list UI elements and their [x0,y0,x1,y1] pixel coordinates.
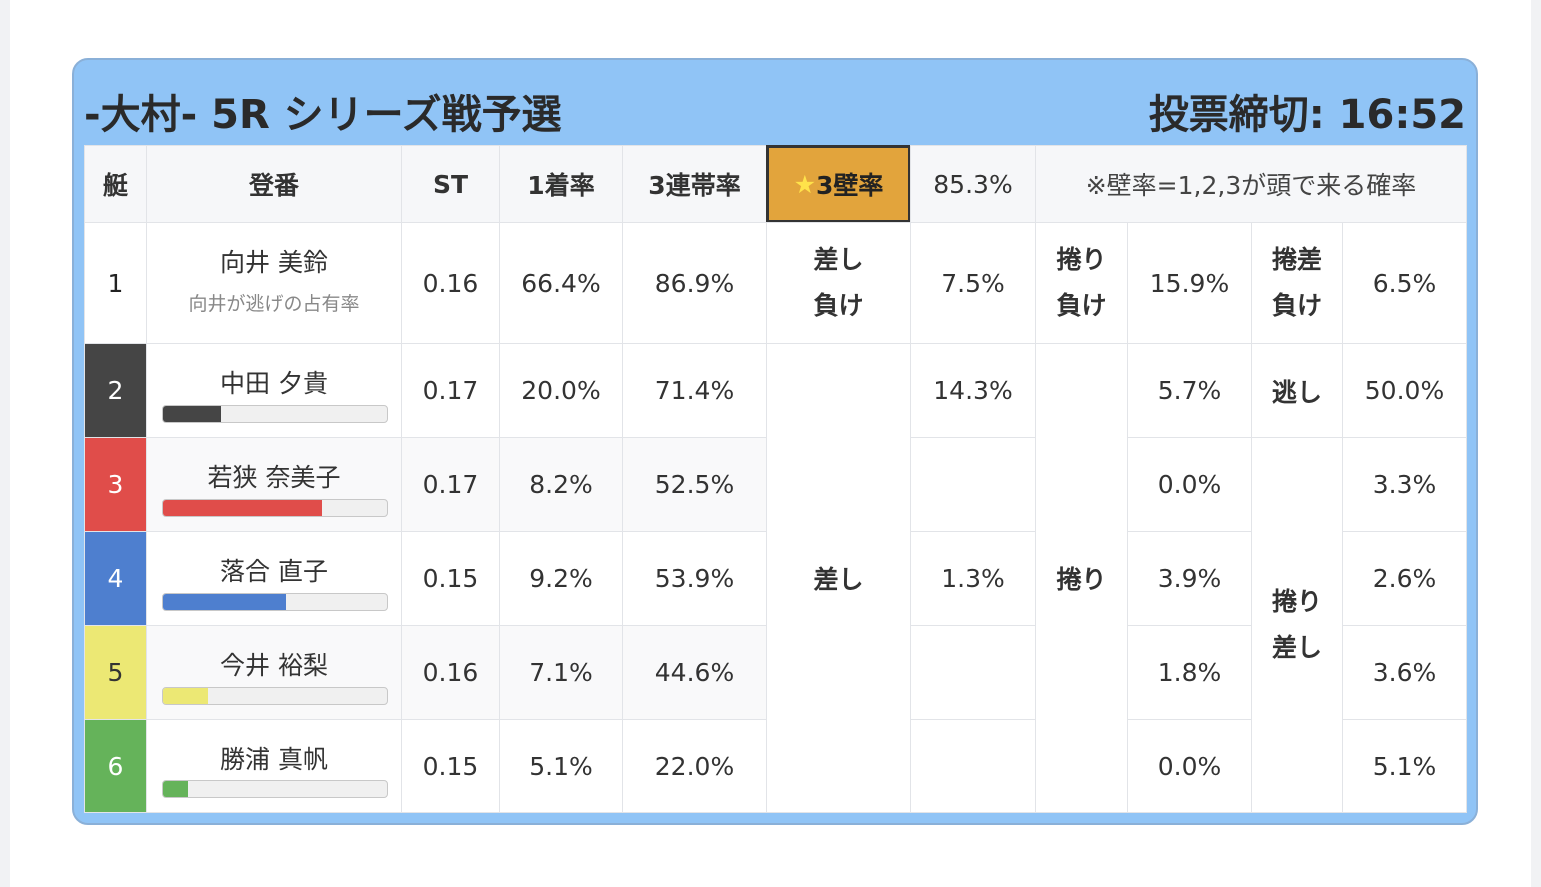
st: 0.17 [401,343,500,438]
makuri-lose-label-text: 捲り負け [1056,245,1107,320]
bar-track [162,593,388,611]
wall-rate: 85.3% [910,145,1036,223]
st: 0.16 [401,222,500,344]
bar-track [162,499,388,517]
sashi-lose-label: 差し負け [766,222,911,344]
makuri-lose: 15.9% [1127,222,1252,344]
makurizashi-label-text: 捲り差し [1271,587,1322,662]
sashi-rate [910,719,1036,813]
racer-name: 落合 直子 [220,557,328,586]
boat-number: 3 [84,437,147,532]
pattern-rate: 2.6% [1342,531,1467,626]
col-name: 登番 [146,145,402,223]
bar-track [162,780,388,798]
sashi-label: 差し [766,343,911,813]
makurizashi-lose: 6.5% [1342,222,1467,344]
makuri-label-text: 捲り [1056,565,1107,594]
st: 0.17 [401,437,500,532]
pattern-rate: 3.6% [1342,625,1467,720]
col-boat: 艇 [84,145,147,223]
sashi-lose: 7.5% [910,222,1036,344]
boat-number: 6 [84,719,147,813]
boat-number: 2 [84,343,147,438]
side-strip [0,0,10,887]
makurizashi-lose-label-text: 捲差負け [1271,245,1322,320]
win-rate: 66.4% [499,222,623,344]
pattern-rate: 3.3% [1342,437,1467,532]
top3-rate: 53.9% [622,531,767,626]
racer-cell: 落合 直子 [146,531,402,626]
makuri-lose-label: 捲り負け [1035,222,1128,344]
nige-label: 逃し [1251,343,1343,438]
sashi-rate: 1.3% [910,531,1036,626]
boat-number: 5 [84,625,147,720]
bar [163,500,323,516]
racer-name: 向井 美鈴 [220,248,328,277]
makurizashi-lose-label: 捲差負け [1251,222,1343,344]
side-strip [1531,0,1541,887]
win-rate: 5.1% [499,719,623,813]
racer-cell: 中田 夕貴 [146,343,402,438]
makuri-rate: 5.7% [1127,343,1252,438]
top3-rate: 86.9% [622,222,767,344]
pattern-rate: 5.1% [1342,719,1467,813]
win-rate: 20.0% [499,343,623,438]
bar [163,781,188,797]
win-rate: 8.2% [499,437,623,532]
star: ★ [793,169,816,199]
makuri-label: 捲り [1035,343,1128,813]
bar-track [162,687,388,705]
st: 0.16 [401,625,500,720]
sashi-rate [910,437,1036,532]
bar [163,688,208,704]
makuri-rate: 1.8% [1127,625,1252,720]
deadline: 投票締切: 16:52 [1148,92,1466,138]
sashi-label-text: 差し [813,565,864,594]
col-st: ST [401,145,500,223]
makuri-rate: 0.0% [1127,719,1252,813]
racer-cell: 今井 裕梨 [146,625,402,720]
makuri-rate: 3.9% [1127,531,1252,626]
bar [163,406,222,422]
racer-cell: 若狭 奈美子 [146,437,402,532]
col-win: 1着率 [499,145,623,223]
wall-text: 3壁率 [816,171,884,200]
racer-cell: 勝浦 真帆 [146,719,402,813]
makurizashi-label: 捲り差し [1251,437,1343,813]
st: 0.15 [401,719,500,813]
boat-number: 1 [84,222,147,344]
bar-track [162,405,388,423]
top3-rate: 71.4% [622,343,767,438]
st: 0.15 [401,531,500,626]
racer-cell: 向井 美鈴向井が逃げの占有率 [146,222,402,344]
note: ※壁率=1,2,3が頭で来る確率 [1035,145,1467,223]
win-rate: 7.1% [499,625,623,720]
col-top3: 3連帯率 [622,145,767,223]
sashi-rate [910,625,1036,720]
top3-rate: 22.0% [622,719,767,813]
racer-note: 向井が逃げの占有率 [188,293,360,315]
pattern-rate: 50.0% [1342,343,1467,438]
makuri-rate: 0.0% [1127,437,1252,532]
wall-label: ★ 3壁率 [766,145,911,223]
win-rate: 9.2% [499,531,623,626]
race-title: -大村- 5R シリーズ戦予選 [84,92,562,138]
sashi-lose-label-text: 差し負け [813,245,864,320]
boat-number: 4 [84,531,147,626]
sashi-rate: 14.3% [910,343,1036,438]
racer-name: 若狭 奈美子 [207,463,341,492]
nige-label-text: 逃し [1271,377,1322,407]
bar [163,594,287,610]
racer-name: 今井 裕梨 [220,651,328,680]
racer-name: 勝浦 真帆 [220,745,328,774]
top3-rate: 44.6% [622,625,767,720]
top3-rate: 52.5% [622,437,767,532]
racer-name: 中田 夕貴 [220,369,328,398]
